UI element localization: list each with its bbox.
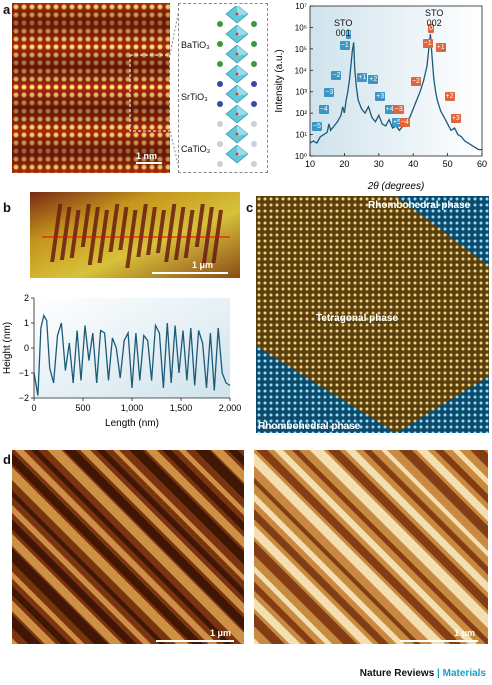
scale-label-b: 1 μm: [192, 260, 214, 270]
height-ytick-label: −2: [19, 393, 29, 403]
xrd-ytick-label: 10⁵: [295, 45, 307, 54]
xrd-xtick-label: 20: [339, 159, 349, 169]
xrd-ytick-label: 10⁰: [295, 152, 307, 161]
xrd-peak-label: −2: [410, 77, 421, 87]
pfm-image-right: [254, 450, 488, 644]
xrd-annotation-sto002: STO 002: [425, 8, 444, 28]
credit-separator: |: [434, 668, 443, 679]
xrd-peak-label: +3: [375, 92, 386, 102]
phase-label-tetragonal: Tetragonal phase: [316, 313, 399, 324]
xrd-peak-label: −1: [339, 41, 350, 50]
phase-label-rhombohedral-top: Rhombohedral phase: [368, 200, 471, 211]
xrd-peak-label: +4: [384, 105, 395, 115]
xrd-peak-label: +2: [368, 75, 379, 85]
phase-label-rhombohedral-bottom: Rhombohedral phase: [258, 421, 361, 432]
stem-phase-image: [256, 196, 489, 433]
height-ytick-label: −1: [19, 368, 29, 378]
height-xtick-label: 500: [75, 403, 90, 413]
xrd-ylabel: Intensity (a.u.): [274, 49, 285, 112]
xrd-peak-label: +1: [435, 43, 446, 53]
xrd-series-line: [309, 33, 482, 151]
xrd-peak-label: −3: [393, 105, 404, 115]
height-xtick-label: 1,500: [170, 403, 193, 413]
xrd-ytick-label: 10²: [295, 109, 307, 118]
height-xtick-label: 2,000: [219, 403, 242, 413]
xrd-peak-label: 0: [345, 30, 352, 40]
scale-label-d-left: 1 μm: [210, 628, 232, 638]
panel-label-b: b: [3, 200, 11, 215]
xrd-ytick-label: 10¹: [295, 131, 307, 140]
height-profile-chart: 0 500 1,000 1,500 2,000 210−1−2 Length (nm) …: [2, 293, 242, 429]
xrd-chart: 10 20 30 40 50 60 10⁰ 10¹ 10² 10³ 10⁴ 10⁵ 10⁶ 10⁷ 2θ…: [274, 2, 487, 192]
journal-section: Materials: [442, 668, 486, 679]
xrd-peak-label: +5: [392, 118, 403, 128]
xrd-peak-label: −3: [324, 88, 335, 98]
height-ylabel: Height (nm): [2, 322, 13, 374]
xrd-xtick-label: 30: [374, 159, 384, 169]
xrd-xtick-label: 50: [443, 159, 453, 169]
height-ytick-label: 1: [24, 318, 29, 328]
xrd-ytick-label: 10⁴: [295, 66, 308, 75]
panel-label-a: a: [3, 2, 11, 17]
layer-label-catio3: CaTiO₃: [181, 144, 211, 154]
xrd-peak-label: +2: [444, 92, 455, 102]
xrd-peak-label: 0: [428, 23, 435, 33]
height-ytick-label: 0: [24, 343, 29, 353]
zoom-lines: [169, 3, 181, 173]
xrd-peak-label: +3: [450, 113, 461, 123]
xrd-ytick-label: 10³: [295, 88, 307, 97]
height-ytick-label: 2: [24, 293, 29, 303]
xrd-xtick-label: 60: [477, 159, 487, 169]
afm-image-b: [30, 192, 240, 278]
pfm-image-left: [12, 450, 244, 644]
scale-label-d-right: 1 μm: [454, 628, 476, 638]
perovskite-schematic: [217, 6, 257, 167]
height-xtick-label: 0: [31, 403, 36, 413]
xrd-peak-label: −1: [422, 38, 433, 48]
hrtem-image: [12, 3, 170, 173]
layer-label-batio3: BaTiO₃: [181, 40, 210, 50]
layer-label-srtio3: SrTiO₃: [181, 92, 208, 102]
xrd-peak-label: −2: [331, 71, 342, 80]
xrd-xtick-label: 40: [408, 159, 418, 169]
xrd-xlabel: 2θ (degrees): [367, 181, 425, 192]
height-series-line: [33, 313, 231, 396]
height-xlabel: Length (nm): [105, 418, 159, 429]
xrd-annotation-sto001: STO 001: [334, 18, 353, 38]
scale-label-a: 1 nm: [136, 151, 158, 161]
xrd-xtick-label: 10: [305, 159, 315, 169]
panel-label-d: d: [3, 452, 11, 467]
xrd-peak-label: −5: [311, 122, 322, 132]
xrd-peak-label: −4: [318, 105, 329, 115]
xrd-ytick-label: 10⁷: [295, 2, 307, 11]
height-xtick-label: 1,000: [121, 403, 144, 413]
journal-credit: Nature Reviews | Materials: [360, 668, 486, 679]
journal-name: Nature Reviews: [359, 668, 435, 679]
xrd-peak-label: −4: [399, 118, 410, 128]
xrd-peak-label: +1: [357, 73, 368, 83]
xrd-ytick-label: 10⁶: [295, 23, 307, 32]
panel-label-c: c: [246, 200, 254, 215]
